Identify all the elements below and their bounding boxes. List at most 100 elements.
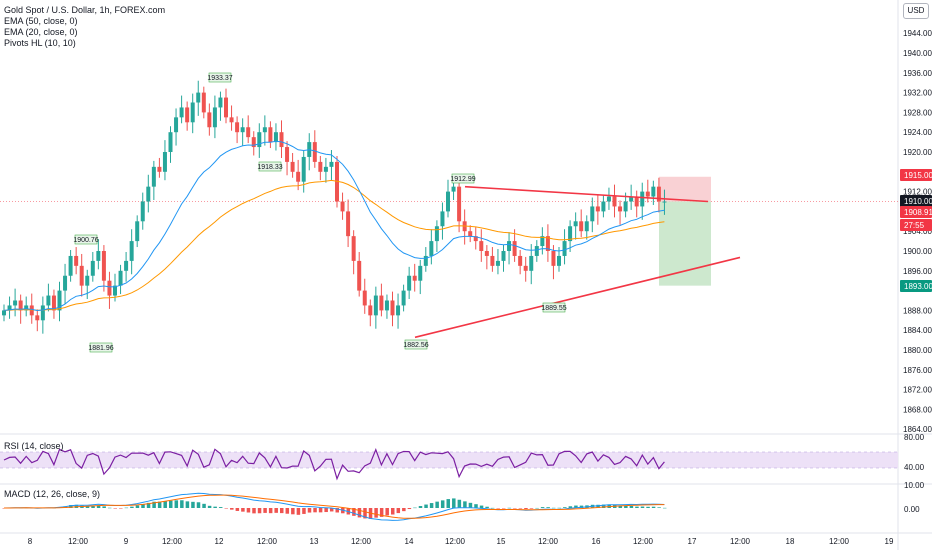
take-profit-tag-bg [900, 169, 932, 181]
macd-bar [202, 503, 206, 508]
macd-legend[interactable]: MACD (12, 26, close, 9) [4, 489, 101, 499]
y-axis-label: 1876.00 [903, 366, 932, 375]
candle-body [423, 255, 428, 266]
currency-selector[interactable]: USD [903, 3, 929, 19]
candle-body [390, 300, 395, 316]
y-axis-label: 1912.00 [903, 188, 932, 197]
macd-bar [263, 508, 267, 513]
candle-body [229, 117, 234, 123]
candle-body [557, 255, 561, 266]
candle-body [262, 127, 267, 133]
x-axis-label: 12:00 [829, 537, 850, 546]
macd-bar [307, 508, 312, 513]
macd-bar [335, 508, 339, 513]
candle-body [24, 305, 29, 311]
macd-bar [374, 508, 378, 518]
macd-bar [535, 507, 539, 509]
macd-bar [230, 508, 234, 510]
candle-body [362, 290, 367, 306]
candle-body [218, 97, 223, 108]
pivot-label: 1918.33 [257, 161, 283, 172]
candle-body [573, 221, 578, 227]
ema20-legend[interactable]: EMA (20, close, 0) [4, 27, 78, 37]
candle-body [601, 201, 606, 212]
macd-bar [662, 507, 667, 509]
candle-body [246, 127, 251, 138]
macd-bar [357, 508, 362, 518]
candle-body [68, 255, 73, 276]
macd-bar [657, 507, 661, 508]
countdown-tag: 27:55 [900, 219, 932, 231]
candle-body [101, 251, 106, 281]
candle-body [590, 206, 595, 222]
macd-bar [646, 506, 650, 508]
current-price-tag-bg [900, 195, 932, 207]
macd-bar [429, 503, 434, 508]
candle-body [351, 236, 356, 261]
candle-body [107, 280, 112, 296]
x-axis-label: 9 [124, 537, 129, 546]
candle-body [296, 171, 301, 182]
macd-bar [379, 508, 384, 517]
candle-body [201, 92, 206, 113]
macd-bar [157, 501, 162, 508]
macd-bar [529, 508, 534, 509]
pivot-label-box [451, 173, 475, 184]
macd-bar [313, 508, 317, 513]
macd-bar [640, 506, 645, 508]
x-axis-label: 8 [28, 537, 33, 546]
current-price-tag: 1910.00 [900, 195, 932, 207]
macd-bar [424, 504, 428, 508]
macd-histogram [2, 498, 667, 519]
macd-bar [207, 505, 212, 508]
candle-body [529, 255, 534, 271]
macd-bar [463, 501, 467, 508]
macd-bar [435, 501, 439, 508]
macd-bar [468, 502, 473, 508]
candle-body [162, 152, 167, 172]
macd-bar [485, 506, 489, 508]
candle-body [135, 221, 140, 242]
stop-tag: 1893.00 [900, 280, 932, 292]
x-axis-label: 12:00 [445, 537, 466, 546]
macd-bar [446, 499, 450, 508]
pivot-label-box [74, 234, 98, 245]
x-axis-label: 12:00 [68, 537, 89, 546]
candle-body [224, 97, 228, 118]
candle-body [207, 112, 212, 128]
candle-body [57, 290, 62, 311]
candle-body [79, 265, 84, 286]
pivot-label-box [542, 302, 566, 313]
macd-bar [396, 508, 401, 514]
macd-bar [329, 508, 334, 512]
macd-bar [191, 501, 195, 508]
candle-body [196, 92, 201, 103]
macd-bar [557, 507, 561, 509]
candle-body [2, 310, 6, 316]
rsi-legend[interactable]: RSI (14, close) [4, 441, 64, 451]
macd-bar [135, 505, 140, 508]
candle-body [190, 102, 195, 123]
candle-body [468, 231, 473, 237]
candle-body [129, 241, 134, 261]
candle-body [113, 285, 117, 296]
pivots-legend[interactable]: Pivots HL (10, 10) [4, 38, 76, 48]
macd-bar [635, 506, 639, 508]
macd-bar [285, 508, 290, 514]
pivot-label-text: 1881.96 [88, 345, 113, 352]
candle-body [96, 251, 101, 261]
candle-body [379, 295, 384, 311]
macd-bar [363, 508, 367, 519]
macd-bar [241, 508, 245, 512]
candle-body [396, 305, 401, 316]
candle-body [523, 265, 528, 271]
take-profit-tag: 1915.00 [900, 169, 932, 181]
macd-axis-label: 0.00 [904, 505, 920, 514]
candle-body [662, 201, 667, 203]
candle-body [13, 300, 18, 306]
candle-body [46, 295, 51, 306]
ema50-legend[interactable]: EMA (50, close, 0) [4, 16, 78, 26]
macd-bar [457, 499, 462, 508]
symbol-title: Gold Spot / U.S. Dollar, 1h, FOREX.com [4, 5, 166, 15]
